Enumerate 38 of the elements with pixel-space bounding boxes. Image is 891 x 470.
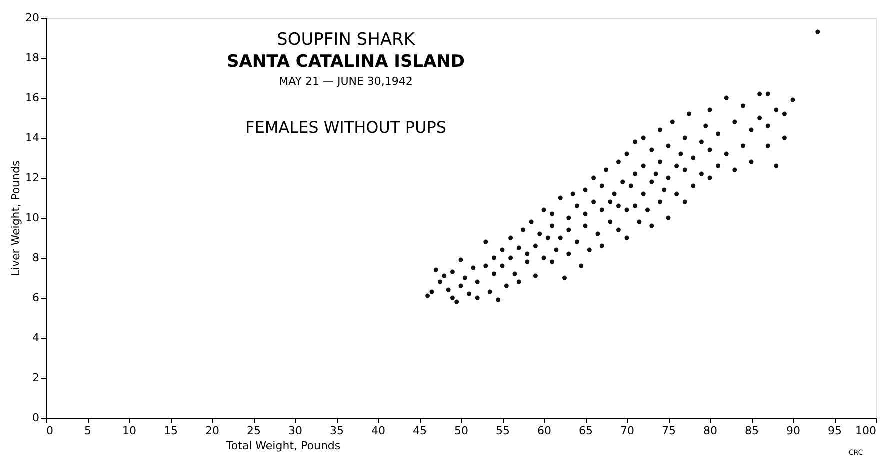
x-tick-label: 40 [372, 424, 386, 438]
y-tick-label: 4 [32, 332, 40, 344]
x-tick-label: 20 [206, 424, 220, 438]
annotation: MAY 21 — JUNE 30,1942 [279, 75, 413, 88]
x-tick-label: 10 [122, 424, 136, 438]
x-tick-label: 75 [662, 424, 676, 438]
annotation: FEMALES WITHOUT PUPS [246, 118, 446, 137]
x-tick-label: 50 [454, 424, 468, 438]
y-tick-label: 20 [26, 12, 40, 24]
x-tick-label: 55 [496, 424, 510, 438]
y-tick-label: 14 [26, 132, 40, 144]
y-tick-label: 18 [26, 52, 40, 64]
y-tick-label: 0 [32, 412, 40, 424]
y-tick-label: 2 [32, 372, 40, 384]
y-tick-label: 8 [32, 252, 40, 264]
x-tick-label: 25 [247, 424, 261, 438]
text: SANTA CATALINA ISLAND [226, 52, 466, 72]
x-tick-label: 95 [828, 424, 842, 438]
x-axis-title: Total Weight, Pounds [226, 440, 341, 452]
x-tick-label: 35 [330, 424, 344, 438]
y-tick-label: 16 [26, 92, 40, 104]
y-tick-label: 12 [26, 172, 40, 184]
text: SOUPFIN SHARK [277, 30, 416, 50]
x-tick-label: 0 [46, 424, 54, 438]
x-tick-label: 30 [288, 424, 302, 438]
x-tick-label: 70 [620, 424, 634, 438]
x-tick-label: 80 [704, 424, 718, 438]
x-tick-label: 100 [856, 424, 876, 438]
x-tick-label: 45 [413, 424, 427, 438]
y-axis-title: Liver Weight, Pounds [10, 160, 23, 276]
x-tick-label: 60 [538, 424, 552, 438]
x-tick-label: 85 [745, 424, 759, 438]
x-tick-label: 5 [84, 424, 92, 438]
x-tick-label: 15 [164, 424, 178, 438]
x-tick-label: 90 [786, 424, 800, 438]
x-tick-label: 65 [579, 424, 593, 438]
y-tick-label: 6 [32, 292, 40, 304]
y-tick-label: 10 [26, 212, 40, 224]
